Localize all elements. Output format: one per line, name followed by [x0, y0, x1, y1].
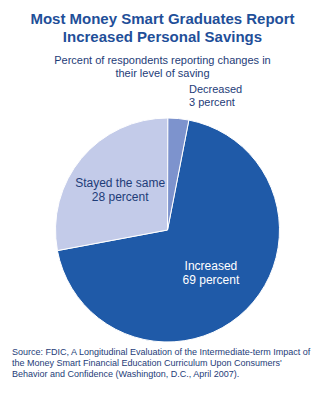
svg-text:Decreased3 percent: Decreased3 percent: [189, 83, 242, 108]
svg-text:Stayed the same28 percent: Stayed the same28 percent: [75, 176, 165, 204]
svg-text:Increased69 percent: Increased69 percent: [183, 259, 240, 287]
html-text:Source: FDIC, A Longitudinal E: Source: FDIC, A Longitudinal Evaluation …: [12, 347, 311, 379]
html-text:Most Money Smart Graduates Rep: Most Money Smart Graduates Report Increa…: [30, 10, 295, 45]
html-text:Percent of respondents reporti: Percent of respondents reporting changes…: [54, 54, 271, 79]
